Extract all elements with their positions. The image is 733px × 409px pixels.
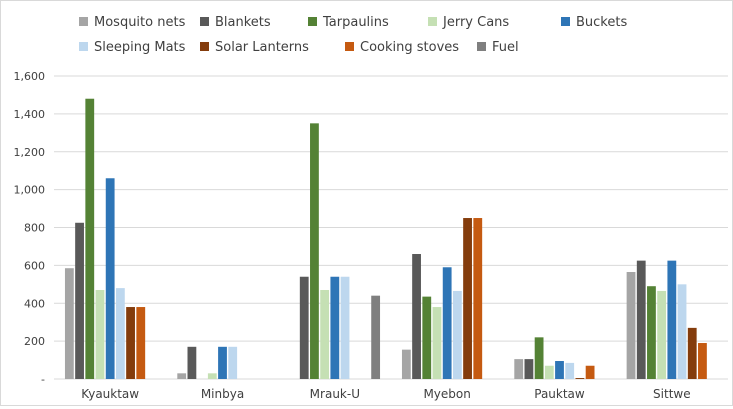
bars xyxy=(64,98,707,379)
legend-label-cooking-stoves: Cooking stoves xyxy=(360,40,459,55)
bar-minbya-mosquito-nets xyxy=(177,373,187,379)
y-tick-label: 800 xyxy=(24,222,45,235)
bar-sittwe-sleeping-mats xyxy=(677,284,687,379)
bar-myebon-blankets xyxy=(412,254,421,379)
bar-pauktaw-solar-lanterns xyxy=(575,378,585,379)
y-tick-label: - xyxy=(41,373,45,386)
bar-minbya-jerry-cans xyxy=(207,373,217,379)
bar-kyauktaw-mosquito-nets xyxy=(64,268,74,379)
legend-label-buckets: Buckets xyxy=(576,15,627,30)
bar-kyauktaw-solar-lanterns xyxy=(126,307,135,379)
legend-swatch-jerry-cans xyxy=(428,17,437,26)
bar-sittwe-tarpaulins xyxy=(647,286,656,379)
y-tick-label: 1,200 xyxy=(14,146,46,159)
y-tick-label: 200 xyxy=(24,335,45,348)
bar-sittwe-buckets xyxy=(667,260,677,379)
bar-minbya-sleeping-mats xyxy=(228,346,238,379)
bar-kyauktaw-cooking-stoves xyxy=(136,307,146,379)
y-tick-label: 400 xyxy=(24,297,45,310)
legend-label-tarpaulins: Tarpaulins xyxy=(322,15,389,30)
legend-swatch-sleeping-mats xyxy=(79,42,88,51)
bar-pauktaw-buckets xyxy=(555,361,564,379)
bar-myebon-sleeping-mats xyxy=(452,290,462,379)
bar-sittwe-solar-lanterns xyxy=(687,327,697,379)
x-category-label: Minbya xyxy=(201,387,244,401)
legend-label-blankets: Blankets xyxy=(215,15,271,30)
bar-pauktaw-mosquito-nets xyxy=(514,359,524,379)
bar-myebon-tarpaulins xyxy=(422,296,432,379)
bar-sittwe-blankets xyxy=(636,260,646,379)
bar-pauktaw-sleeping-mats xyxy=(565,362,575,379)
x-category-label: Pauktaw xyxy=(534,387,585,401)
bar-pauktaw-jerry-cans xyxy=(544,365,554,379)
y-tick-label: 1,400 xyxy=(14,108,46,121)
legend-swatch-buckets xyxy=(561,17,570,26)
bar-pauktaw-tarpaulins xyxy=(534,337,544,379)
y-tick-label: 600 xyxy=(24,259,45,272)
bar-minbya-buckets xyxy=(218,346,227,379)
x-category-label: Sittwe xyxy=(653,387,691,401)
bar-myebon-cooking-stoves xyxy=(473,218,483,379)
bar-myebon-jerry-cans xyxy=(432,307,442,379)
bar-kyauktaw-jerry-cans xyxy=(95,289,105,379)
bar-mrauk-u-blankets xyxy=(299,276,309,379)
bar-mrauk-u-fuel xyxy=(371,295,381,379)
y-axis: - 200 400 600 800 1,000 1,200 1,400 1,600 xyxy=(14,70,46,386)
bar-myebon-mosquito-nets xyxy=(401,349,411,379)
bar-sittwe-jerry-cans xyxy=(657,290,667,379)
bar-mrauk-u-sleeping-mats xyxy=(340,276,350,379)
legend-swatch-mosquito-nets xyxy=(79,17,88,26)
bar-kyauktaw-buckets xyxy=(105,178,115,379)
bar-myebon-solar-lanterns xyxy=(463,218,472,379)
bar-kyauktaw-tarpaulins xyxy=(85,98,95,379)
y-tick-label: 1,000 xyxy=(14,184,46,197)
x-category-label: Kyauktaw xyxy=(81,387,139,401)
legend: Mosquito nets Blankets Tarpaulins Jerry Can… xyxy=(79,15,627,55)
legend-label-mosquito-nets: Mosquito nets xyxy=(94,15,186,30)
bar-pauktaw-cooking-stoves xyxy=(585,365,595,379)
y-tick-label: 1,600 xyxy=(14,70,46,83)
x-category-label: Mrauk-U xyxy=(310,387,360,401)
bar-mrauk-u-jerry-cans xyxy=(320,289,330,379)
bar-kyauktaw-blankets xyxy=(75,222,84,379)
legend-label-sleeping-mats: Sleeping Mats xyxy=(94,40,186,55)
bar-sittwe-cooking-stoves xyxy=(698,343,707,379)
legend-label-jerry-cans: Jerry Cans xyxy=(442,15,509,30)
bar-mrauk-u-tarpaulins xyxy=(310,123,319,379)
x-category-label: Myebon xyxy=(423,387,470,401)
legend-swatch-blankets xyxy=(200,17,209,26)
bar-kyauktaw-sleeping-mats xyxy=(115,288,125,379)
legend-swatch-tarpaulins xyxy=(308,17,317,26)
gridlines xyxy=(54,75,728,380)
bar-myebon-buckets xyxy=(442,267,452,379)
legend-swatch-fuel xyxy=(477,42,486,51)
bar-pauktaw-blankets xyxy=(524,359,534,379)
legend-swatch-cooking-stoves xyxy=(345,42,354,51)
bar-minbya-blankets xyxy=(187,346,197,379)
legend-label-fuel: Fuel xyxy=(492,40,519,55)
bar-sittwe-mosquito-nets xyxy=(626,272,636,379)
legend-label-solar-lanterns: Solar Lanterns xyxy=(215,40,309,55)
bar-mrauk-u-buckets xyxy=(330,276,340,379)
legend-swatch-solar-lanterns xyxy=(200,42,209,51)
x-axis: Kyauktaw Minbya Mrauk-U Myebon Pauktaw Sittwe xyxy=(81,387,690,401)
